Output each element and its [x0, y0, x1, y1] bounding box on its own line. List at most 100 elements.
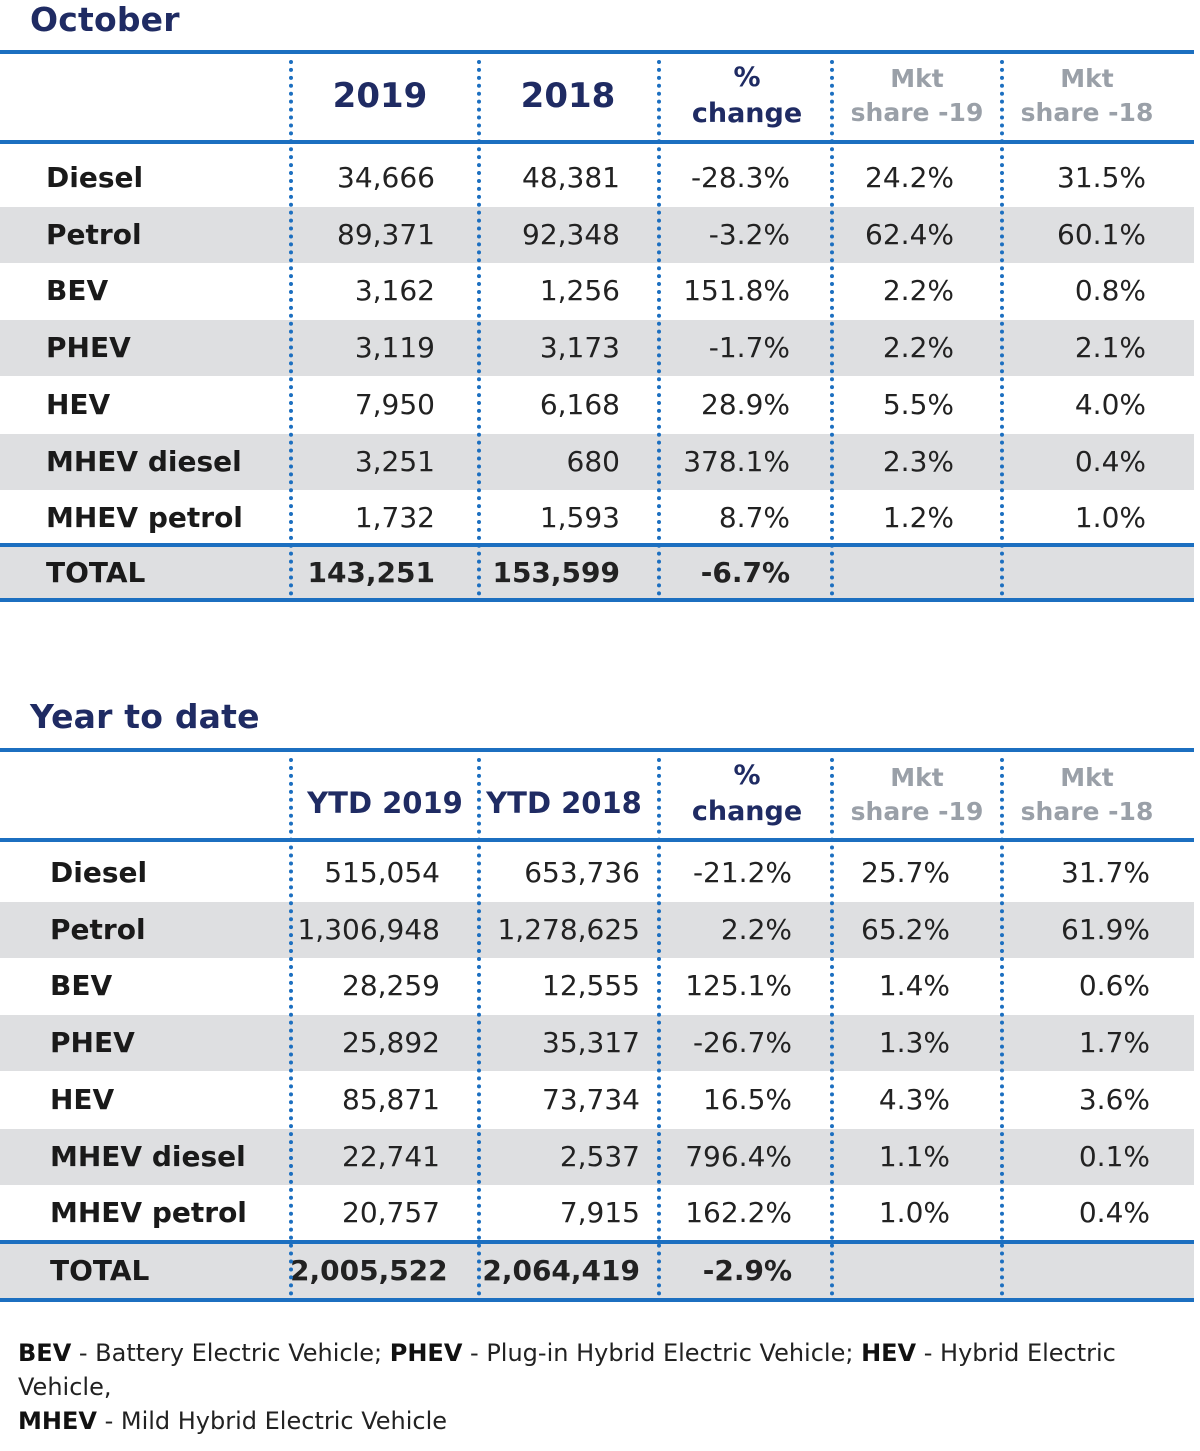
cell-label: Diesel: [46, 161, 144, 194]
cell-v2019: 89,371: [337, 217, 435, 251]
cell-mkt19: 62.4%: [865, 217, 954, 251]
cell-mkt19: 1.4%: [878, 969, 950, 1003]
cell-mkt19: 25.7%: [861, 856, 950, 889]
cell-change: 28.9%: [701, 387, 790, 421]
cell-change: 8.7%: [718, 501, 790, 535]
cell-change: -26.7%: [692, 1026, 792, 1060]
cell-mkt19: 4.3%: [878, 1082, 950, 1116]
total-label: TOTAL: [50, 1254, 150, 1287]
cell-v2018: 7,915: [559, 1196, 640, 1230]
cell-label: MHEV diesel: [46, 444, 242, 478]
total-v2018: 2,064,419: [482, 1254, 640, 1287]
table-row: Petrol 89,371 92,348 -3.2% 62.4% 60.1%: [0, 206, 1194, 263]
cell-v2018: 73,734: [542, 1082, 640, 1116]
cell-mkt18: 0.4%: [1074, 444, 1146, 478]
header-pct-change: % change: [691, 760, 803, 827]
table-row: BEV 3,162 1,256 151.8% 2.2% 0.8%: [0, 263, 1194, 319]
cell-v2018: 48,381: [522, 161, 620, 194]
total-row: TOTAL 2,005,522 2,064,419 -2.9%: [0, 1244, 1194, 1298]
cell-mkt19: 2.2%: [882, 331, 954, 365]
cell-v2018: 2,537: [559, 1139, 640, 1173]
header-mkt-share-18: Mkt share -18: [1020, 64, 1154, 127]
total-row: TOTAL 143,251 153,599 -6.7%: [0, 547, 1194, 598]
cell-label: BEV: [50, 969, 113, 1003]
header-mkt-share-19: Mkt share -19: [850, 763, 984, 826]
cell-mkt19: 1.1%: [878, 1139, 950, 1173]
cell-mkt19: 1.3%: [878, 1026, 950, 1060]
cell-label: Diesel: [50, 856, 148, 889]
cell-v2019: 25,892: [342, 1026, 440, 1060]
cell-label: MHEV petrol: [46, 501, 243, 535]
cell-mkt18: 4.0%: [1074, 387, 1146, 421]
header-bottom-rule: [0, 838, 1194, 842]
column-divider: [1000, 758, 1004, 1296]
table-top-rule: [0, 748, 1194, 752]
cell-change: -21.2%: [692, 856, 792, 889]
cell-change: -1.7%: [708, 331, 790, 365]
total-v2018: 153,599: [492, 556, 620, 589]
header-mkt-share-19: Mkt share -19: [850, 64, 984, 127]
header-2019: 2019: [332, 76, 428, 116]
cell-mkt18: 0.1%: [1078, 1139, 1150, 1173]
cell-change: 151.8%: [683, 274, 790, 308]
cell-v2018: 680: [566, 444, 620, 478]
header-mkt-share-18: Mkt share -18: [1020, 763, 1154, 826]
cell-v2018: 3,173: [539, 331, 620, 365]
footnote-phev-abbr: PHEV: [389, 1339, 463, 1367]
cell-label: Petrol: [50, 912, 146, 946]
cell-mkt19: 24.2%: [865, 161, 954, 194]
cell-mkt18: 0.6%: [1078, 969, 1150, 1003]
cell-v2018: 1,256: [539, 274, 620, 308]
cell-change: 16.5%: [703, 1082, 792, 1116]
cell-mkt19: 1.0%: [878, 1196, 950, 1230]
cell-mkt18: 3.6%: [1078, 1082, 1150, 1116]
cell-v2019: 7,950: [354, 387, 435, 421]
cell-label: PHEV: [46, 331, 131, 365]
footnote-phev-text: - Plug-in Hybrid Electric Vehicle;: [462, 1339, 862, 1367]
cell-v2018: 12,555: [542, 969, 640, 1003]
column-divider: [830, 60, 834, 596]
footnote-bev-abbr: BEV: [18, 1339, 72, 1367]
cell-v2019: 22,741: [342, 1139, 440, 1173]
column-divider: [657, 60, 661, 596]
cell-label: MHEV diesel: [50, 1139, 246, 1173]
column-divider: [657, 758, 661, 1296]
cell-mkt19: 65.2%: [861, 912, 950, 946]
cell-v2019: 1,732: [354, 501, 435, 535]
cell-change: -3.2%: [708, 217, 790, 251]
header-ytd-2019: YTD 2019: [307, 786, 463, 820]
cell-change: 162.2%: [685, 1196, 792, 1230]
cell-mkt18: 0.4%: [1078, 1196, 1150, 1230]
cell-mkt19: 5.5%: [882, 387, 954, 421]
cell-v2019: 34,666: [337, 161, 435, 194]
footnote-hev-text: - Hybrid Electric Vehicle,: [18, 1339, 1116, 1401]
cell-v2018: 92,348: [522, 217, 620, 251]
cell-v2019: 3,119: [354, 331, 435, 365]
cell-label: PHEV: [50, 1026, 135, 1060]
footnote-mhev-text: - Mild Hybrid Electric Vehicle: [96, 1407, 448, 1435]
cell-label: Petrol: [46, 217, 142, 251]
cell-label: HEV: [46, 387, 111, 421]
column-divider: [477, 758, 481, 1296]
cell-change: 2.2%: [720, 912, 792, 946]
cell-mkt18: 61.9%: [1061, 912, 1150, 946]
cell-change: 796.4%: [685, 1139, 792, 1173]
cell-mkt18: 0.8%: [1074, 274, 1146, 308]
footnote-bev-text: - Battery Electric Vehicle;: [71, 1339, 390, 1367]
cell-v2019: 3,162: [354, 274, 435, 308]
cell-v2019: 20,757: [342, 1196, 440, 1230]
table-row: PHEV 25,892 35,317 -26.7% 1.3% 1.7%: [0, 1015, 1194, 1072]
cell-mkt18: 1.0%: [1074, 501, 1146, 535]
cell-v2019: 515,054: [324, 856, 440, 889]
section-title-ytd: Year to date: [30, 697, 260, 736]
cell-change: 125.1%: [685, 969, 792, 1003]
column-divider: [289, 758, 293, 1296]
header-2018: 2018: [520, 76, 616, 116]
table-row: MHEV diesel 22,741 2,537 796.4% 1.1% 0.1%: [0, 1128, 1194, 1185]
total-v2019: 143,251: [307, 556, 435, 589]
table-row: MHEV petrol 20,757 7,915 162.2% 1.0% 0.4%: [0, 1185, 1194, 1241]
total-v2019: 2,005,522: [290, 1254, 448, 1287]
footnote-mhev-abbr: MHEV: [18, 1407, 97, 1435]
total-label: TOTAL: [46, 556, 146, 589]
cell-mkt18: 60.1%: [1057, 217, 1146, 251]
